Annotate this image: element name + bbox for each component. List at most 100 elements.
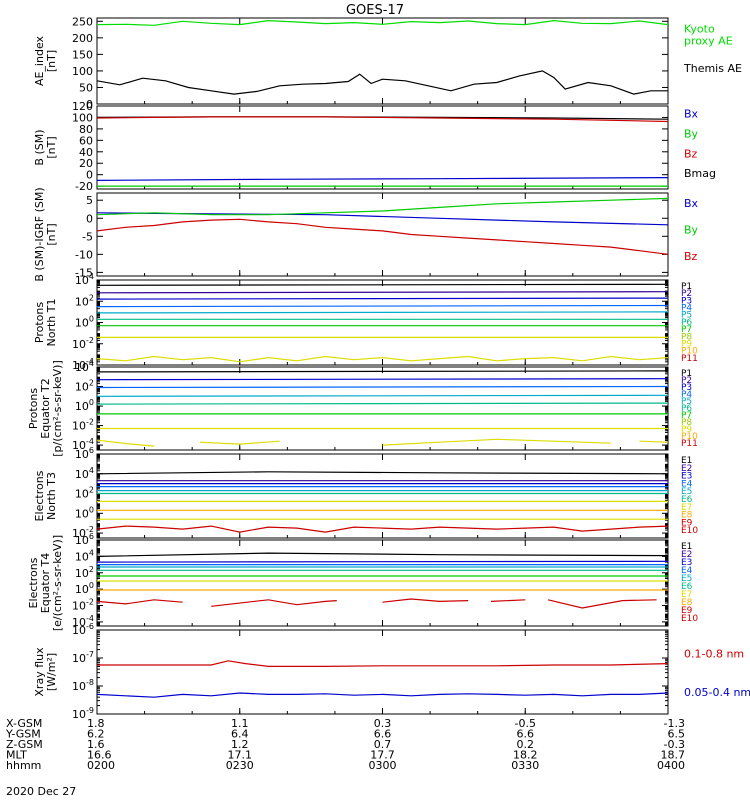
- legend-entry: P11: [681, 354, 698, 364]
- ephemeris-value: 17.7: [370, 749, 395, 762]
- legend-entry: E5: [681, 574, 692, 584]
- legend-entry: P9: [681, 425, 692, 435]
- y-tick-label: 10-2: [72, 418, 94, 433]
- y-tick-label: 10-4: [72, 357, 94, 372]
- ephemeris-value: 6.6: [374, 728, 392, 741]
- legend-entry: Bx: [684, 197, 699, 210]
- y-tick-label: 120: [72, 100, 93, 113]
- legend-entry: E10: [681, 614, 698, 624]
- series-line-p8a: [97, 439, 155, 447]
- legend-entry: P10: [681, 432, 698, 442]
- ephemeris-table: X-GSM 1.8 1.1 0.3 -0.5 -1.3 Y-GSM 6.2 6.4 6.6 6.6 6…: [5, 717, 685, 772]
- legend-entry: E5: [681, 487, 692, 497]
- legend-entry: P8: [681, 418, 692, 428]
- y-tick-label: 106: [75, 446, 94, 461]
- series-line-p1: [97, 283, 668, 286]
- legend-entry: 0.05-0.4 nm: [684, 686, 750, 699]
- y-tick-label: 10-6: [72, 622, 94, 637]
- y-tick-exponent: -6: [86, 622, 94, 631]
- y-tick-label: 102: [75, 379, 94, 394]
- ephemeris-row-label: Y-GSM: [5, 728, 41, 741]
- legend-entry: Bx: [684, 107, 699, 120]
- y-axis-label: [p/(cm²-s-sr-keV)]: [51, 360, 64, 457]
- y-tick-exponent: 2: [89, 486, 94, 495]
- legend-entry: E6: [681, 582, 693, 592]
- y-tick-exponent: 6: [89, 446, 94, 455]
- legend-entry: E9: [681, 518, 693, 528]
- legend-entry: E6: [681, 495, 693, 505]
- series-line-e9b: [211, 599, 337, 607]
- series-group: [97, 19, 668, 95]
- y-tick-label: 104: [75, 272, 94, 287]
- y-tick-base: 10: [72, 600, 86, 613]
- ephemeris-value: -0.5: [515, 717, 536, 730]
- panel-frame: [96, 453, 669, 539]
- y-tick-exponent: 4: [89, 548, 94, 557]
- y-tick-base: 10: [72, 359, 86, 372]
- ephemeris-value: 1.8: [87, 717, 105, 730]
- y-axis-label: [e/(cm²-s-sr-keV)]: [51, 535, 64, 631]
- series-line-p8c: [382, 438, 611, 446]
- y-axis-label: Protons: [33, 302, 46, 343]
- legend-entry: By: [684, 127, 699, 140]
- ephemeris-value: 0230: [226, 759, 254, 772]
- y-axis-label: North T1: [45, 299, 58, 347]
- y-tick-base: 10: [75, 274, 89, 287]
- legend-entry: P8: [681, 332, 692, 342]
- y-tick-label: -5: [82, 230, 93, 243]
- legend-entry: P7: [681, 411, 692, 421]
- y-axis-label: Equator T2: [39, 378, 52, 438]
- y-tick-label: 102: [75, 293, 94, 308]
- ephemeris-value: 0.2: [517, 738, 535, 751]
- y-axis-label: Xray flux: [33, 647, 46, 697]
- legend-entry: P5: [681, 397, 692, 407]
- y-axis-label: Electrons: [27, 557, 40, 608]
- y-tick-base: 10: [75, 468, 89, 481]
- series-group: [97, 197, 668, 255]
- y-axis-label: Protons: [27, 388, 40, 429]
- legend-entry: P9: [681, 339, 692, 349]
- legend-entry: P7: [681, 325, 692, 335]
- y-axis-label: B (SM)-IGRF (SM): [33, 187, 46, 281]
- series-line-e10: [97, 525, 668, 533]
- panel-bigrf: -15 -10 -5 0 5 B (SM)-IGRF (SM) [nT] Bx By Bz: [33, 187, 699, 281]
- y-tick-label: 10-7: [72, 650, 94, 665]
- legend-entry: E1: [681, 542, 692, 552]
- y-tick-label: 10-4: [72, 614, 94, 629]
- y-tick-label: 0: [86, 169, 93, 182]
- ephemeris-value: 1.2: [231, 738, 249, 751]
- series-group: [97, 370, 668, 447]
- y-tick-exponent: -2: [86, 336, 94, 345]
- y-tick-base: 10: [75, 534, 89, 547]
- y-axis-label: Equator T4: [39, 553, 52, 613]
- y-tick-base: 10: [75, 583, 89, 596]
- y-tick-base: 10: [72, 708, 86, 721]
- date-label: 2020 Dec 27: [6, 785, 76, 798]
- y-tick-base: 10: [72, 420, 86, 433]
- y-tick-exponent: 4: [89, 466, 94, 475]
- series-line-p3: [97, 297, 668, 300]
- ephemeris-row-label: hhmm: [6, 759, 41, 772]
- y-tick-label: 100: [75, 398, 94, 413]
- series-line-e1: [97, 552, 668, 557]
- y-tick-base: 10: [72, 680, 86, 693]
- ephemeris-value: 16.6: [87, 749, 112, 762]
- y-tick-label: 150: [72, 48, 93, 61]
- series-line-e9e: [547, 599, 657, 609]
- y-tick-label: 40: [79, 146, 93, 159]
- y-tick-base: 10: [75, 550, 89, 563]
- y-tick-label: 104: [75, 548, 94, 563]
- y-tick-label: 106: [75, 532, 94, 547]
- ephemeris-value: 1.1: [231, 717, 249, 730]
- series-line-0-1-0-8-nm: [97, 660, 668, 668]
- y-tick-label: 20: [79, 157, 93, 170]
- y-axis-label: North T3: [45, 472, 58, 520]
- y-tick-label: 0: [86, 98, 93, 111]
- ephemeris-value: 0200: [87, 759, 115, 772]
- ephemeris-value: 0.7: [374, 738, 392, 751]
- ephemeris-row-label: X-GSM: [6, 717, 42, 730]
- series-line-p3: [97, 385, 668, 389]
- series-line-bx: [97, 212, 668, 226]
